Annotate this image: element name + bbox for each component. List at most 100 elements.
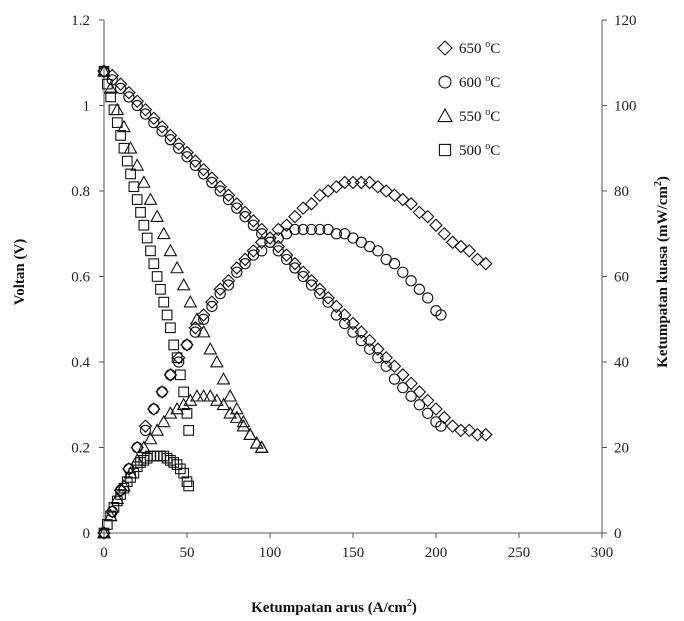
- data-point: [470, 252, 485, 267]
- data-point: [243, 427, 258, 441]
- data-point: [180, 338, 194, 352]
- x-tick-label: 100: [259, 545, 282, 561]
- data-point: [163, 243, 178, 257]
- data-point: [314, 223, 326, 236]
- data-point: [435, 420, 447, 432]
- legend-label: 500 oC: [459, 141, 500, 159]
- data-point: [171, 350, 186, 365]
- data-point: [163, 128, 178, 143]
- data-point: [445, 235, 460, 250]
- data-point: [223, 406, 238, 419]
- x-tick-label: 50: [180, 545, 195, 561]
- data-point: [143, 192, 158, 205]
- data-point: [321, 291, 335, 305]
- data-point: [163, 368, 178, 382]
- data-point: [437, 226, 452, 241]
- data-point: [236, 414, 251, 428]
- data-point: [125, 168, 136, 180]
- data-point: [213, 282, 227, 297]
- data-point: [355, 334, 367, 347]
- data-point: [196, 324, 211, 338]
- data-point: [243, 427, 258, 441]
- data-point: [196, 162, 211, 177]
- legend-item-650: 650 oC: [437, 39, 500, 57]
- data-point: [111, 117, 123, 128]
- data-point: [181, 151, 193, 163]
- data-point: [305, 279, 318, 291]
- data-point: [168, 339, 180, 351]
- data-point: [188, 154, 203, 168]
- series-600-voltage: [98, 65, 447, 432]
- series-650-voltage: [97, 64, 493, 442]
- data-point: [221, 188, 236, 203]
- data-point: [131, 99, 143, 112]
- data-point: [151, 271, 163, 282]
- data-point: [171, 137, 186, 151]
- data-point: [330, 309, 343, 321]
- legend-marker: [437, 40, 453, 56]
- y2-tick-label: 100: [614, 99, 637, 115]
- data-point: [462, 423, 476, 438]
- series-500-voltage: [98, 65, 195, 436]
- data-point: [111, 495, 123, 507]
- legend-marker: [437, 107, 453, 123]
- data-point: [183, 480, 195, 492]
- data-point: [337, 175, 352, 190]
- data-point: [180, 145, 194, 160]
- data-point: [354, 175, 369, 190]
- data-point: [249, 436, 264, 449]
- legend-label: 600 oC: [459, 73, 500, 91]
- data-point: [143, 431, 158, 445]
- y2-tick-label: 40: [614, 355, 629, 371]
- data-point: [362, 333, 377, 348]
- data-point: [151, 450, 163, 462]
- data-point: [161, 309, 173, 321]
- data-point: [175, 369, 186, 381]
- data-point: [98, 527, 110, 539]
- data-point: [118, 142, 130, 154]
- data-point: [304, 197, 319, 211]
- data-point: [197, 168, 210, 180]
- y-axis-title: Voltan (V): [12, 239, 28, 306]
- data-point: [288, 209, 302, 224]
- data-point: [254, 440, 269, 453]
- data-point: [115, 130, 126, 141]
- data-point: [103, 81, 118, 94]
- series-600-power: [98, 223, 447, 539]
- data-point: [388, 373, 401, 385]
- y-tick-label: 0.6: [71, 270, 90, 286]
- x-tick-label: 0: [100, 545, 108, 561]
- data-point: [196, 389, 211, 402]
- data-point: [130, 94, 144, 109]
- data-point: [148, 403, 160, 415]
- data-point: [429, 402, 443, 416]
- data-point: [445, 419, 460, 433]
- axes: [103, 20, 603, 534]
- data-point: [231, 202, 243, 214]
- data-point: [108, 104, 120, 116]
- data-point: [239, 258, 251, 270]
- data-point: [115, 489, 126, 500]
- data-point: [254, 222, 269, 237]
- y2-tick-label: 0: [614, 526, 622, 542]
- data-point: [404, 376, 418, 391]
- data-point: [170, 401, 184, 415]
- data-point: [214, 287, 226, 300]
- data-point: [183, 393, 198, 406]
- x-tick-labels: 0 50 100 150 200 250 300: [100, 533, 613, 561]
- data-point: [183, 295, 198, 308]
- data-point: [171, 352, 183, 364]
- data-point: [413, 283, 426, 295]
- data-point: [148, 116, 160, 129]
- data-point: [413, 399, 426, 411]
- data-point: [412, 205, 427, 220]
- data-point: [222, 279, 235, 291]
- y2-axis-title: Ketumpatan kuasa (mW/cm2): [653, 176, 671, 368]
- data-point: [289, 223, 301, 236]
- data-point: [105, 91, 116, 103]
- x-tick-label: 250: [508, 545, 531, 561]
- data-point: [209, 393, 224, 406]
- data-point: [346, 316, 360, 331]
- y-tick-label: 0.2: [71, 441, 90, 457]
